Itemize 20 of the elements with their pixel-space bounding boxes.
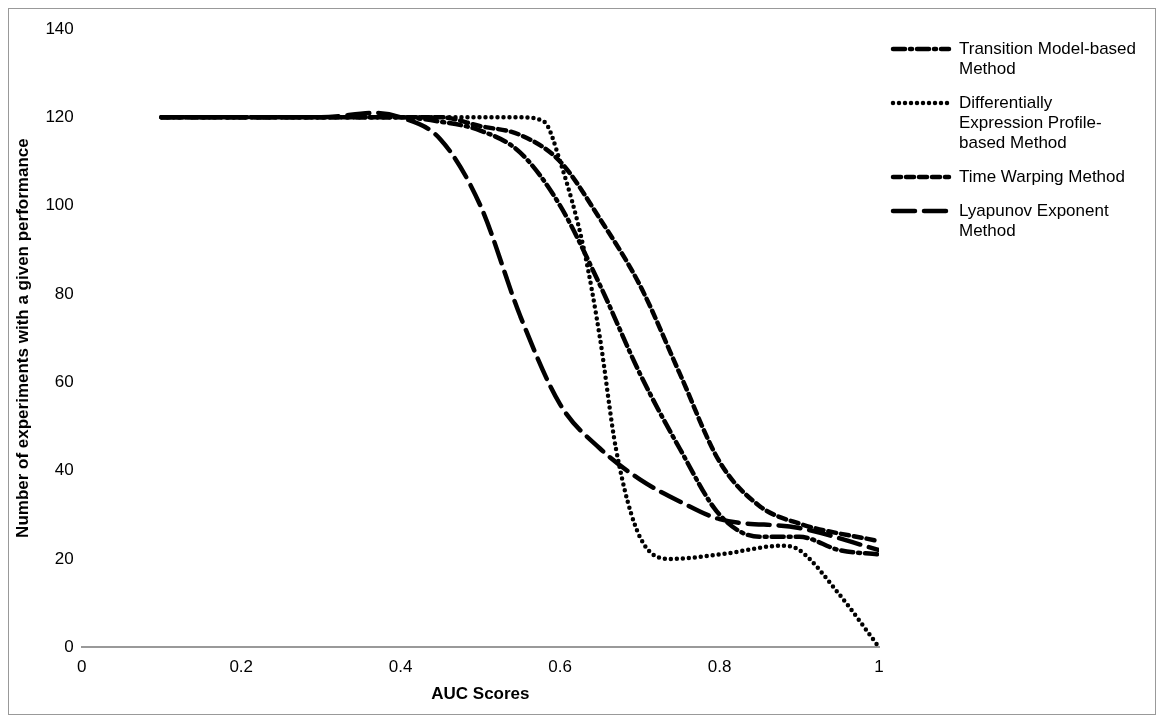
y-tick-label: 140 <box>45 18 74 38</box>
y-tick-label: 40 <box>54 460 74 480</box>
y-tick-label: 20 <box>54 548 74 568</box>
y-tick-label: 120 <box>45 107 74 126</box>
x-tick-label: 0.8 <box>707 657 732 677</box>
y-tick-label: 0 <box>64 636 74 656</box>
x-tick-label: 0.6 <box>548 657 572 677</box>
legend-label: Time Warping Method <box>959 167 1125 187</box>
y-tick-label: 80 <box>54 283 74 303</box>
legend-label: Transition Model-based Method <box>959 39 1137 79</box>
x-axis-title: AUC Scores <box>431 684 530 704</box>
x-tick-label: 0.4 <box>388 657 413 677</box>
y-tick-label: 100 <box>45 195 74 215</box>
y-tick-label: 60 <box>54 371 74 391</box>
x-tick-label: 0 <box>77 657 87 677</box>
x-tick-label: 1 <box>874 657 884 677</box>
legend-label: Differentially Expression Profile-based Method <box>959 93 1103 153</box>
y-axis-title: Number of experiments with a given performance <box>12 138 32 538</box>
x-tick-label: 0.2 <box>229 657 254 677</box>
legend-label: Lyapunov Exponent Method <box>959 201 1110 241</box>
